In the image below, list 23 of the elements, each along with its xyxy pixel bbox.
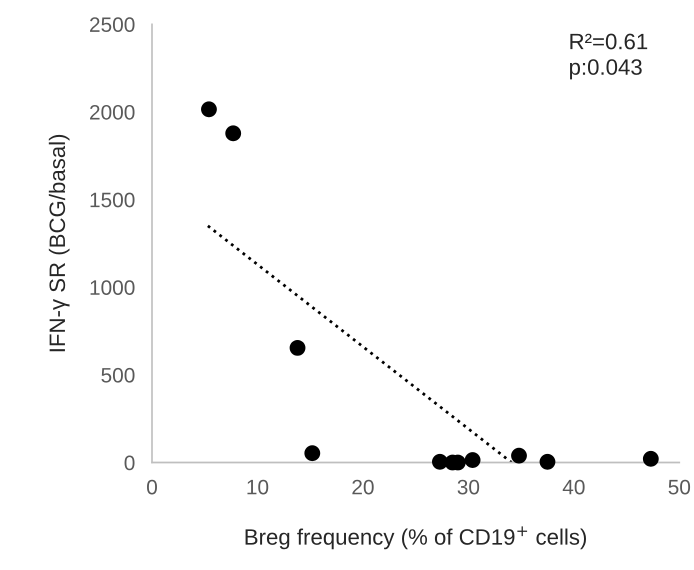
x-tick-label: 40: [562, 480, 585, 494]
point: [201, 101, 217, 118]
point: [225, 125, 242, 142]
y-tick-label: 2000: [90, 104, 135, 120]
point: [642, 450, 659, 467]
x-tick-label: 20: [352, 480, 374, 494]
y-tick-label: 0: [124, 456, 135, 470]
point: [304, 445, 320, 462]
point: [540, 454, 556, 470]
point: [290, 340, 306, 356]
y-axis-title: IFN-γ SR (BCG/basal): [48, 134, 70, 352]
annotation: R²=0.61 p:0.043: [570, 34, 648, 80]
x-tick-label: 50: [668, 480, 690, 494]
x-tick-label: 0: [147, 480, 157, 494]
point: [511, 448, 527, 464]
x-axis-title: Breg frequency (% of CD19$^{+}$ cells): [246, 526, 586, 550]
y-tick-label: 2500: [90, 17, 135, 32]
y-tick-label: 1000: [90, 280, 135, 295]
y-tick-label: 500: [101, 368, 135, 383]
point: [464, 452, 481, 468]
x-tick-label: 30: [458, 480, 480, 494]
x-tick-label: 10: [247, 480, 268, 494]
y-tick-label: 1500: [90, 192, 135, 208]
